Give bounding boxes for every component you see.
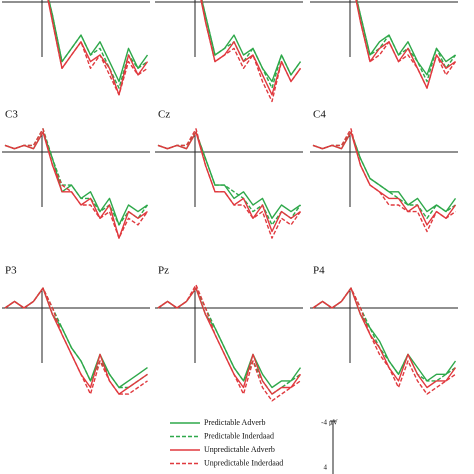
erp-wave — [312, 287, 456, 395]
erp-wave — [201, 0, 302, 83]
electrode-label: P4 — [313, 265, 325, 277]
scale-top-label: -4 — [321, 419, 327, 427]
erp-wave — [47, 0, 148, 96]
electrode-label: Cz — [158, 109, 170, 121]
legend-label: Unpredictable Adverb — [204, 445, 275, 454]
erp-wave — [355, 0, 457, 89]
erp-wave — [356, 0, 456, 76]
erp-wave — [312, 287, 457, 389]
erp-wave — [312, 287, 457, 382]
erp-wave — [355, 0, 456, 89]
erp-wave — [4, 287, 148, 389]
erp-wave — [157, 131, 301, 233]
erp-wave — [157, 287, 301, 395]
erp-wave — [157, 128, 302, 239]
erp-wave — [4, 287, 148, 395]
erp-wave — [312, 131, 457, 226]
legend-label: Predictable Adverb — [204, 418, 266, 427]
erp-wave — [157, 287, 302, 395]
erp-wave — [48, 0, 148, 89]
erp-wave — [4, 128, 149, 239]
erp-wave — [312, 131, 457, 213]
erp-wave — [200, 0, 302, 103]
erp-wave — [157, 287, 302, 389]
erp-wave — [4, 287, 148, 389]
erp-wave — [200, 0, 302, 96]
electrode-label: C3 — [5, 109, 18, 121]
electrode-label: C4 — [313, 109, 326, 121]
erp-wave — [4, 287, 148, 395]
electrode-label: P3 — [5, 265, 17, 277]
erp-wave — [157, 284, 301, 402]
scale-bottom-label: 4 — [324, 464, 328, 472]
erp-wave — [312, 128, 456, 233]
erp-wave — [201, 0, 302, 89]
legend-label: Unpredictable Inderdaad — [204, 458, 283, 467]
electrode-label: Pz — [158, 265, 169, 277]
erp-wave — [157, 131, 301, 220]
erp-wave — [312, 287, 456, 382]
legend-label: Predictable Inderdaad — [204, 431, 274, 440]
erp-wave — [312, 131, 456, 220]
erp-wave — [356, 0, 457, 83]
